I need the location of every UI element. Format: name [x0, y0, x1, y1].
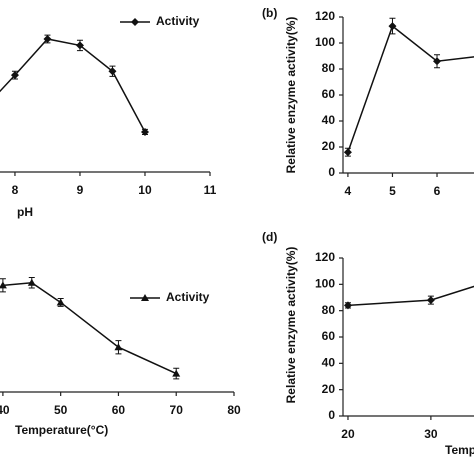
- data-line: [347, 24, 474, 153]
- x-tick-label: 70: [170, 403, 184, 417]
- x-tick-label: 9: [77, 183, 84, 197]
- x-tick-label: 80: [227, 403, 241, 417]
- y-tick-label: 120: [315, 9, 335, 23]
- x-tick-label: 60: [112, 403, 126, 417]
- marker: [56, 298, 65, 306]
- marker: [108, 67, 117, 76]
- plot-area: [343, 17, 474, 157]
- marker: [172, 369, 181, 377]
- x-tick-label: 30: [424, 427, 438, 441]
- y-axis-label: Relative enzyme activity(%): [284, 17, 298, 174]
- marker: [75, 41, 84, 50]
- y-tick-label: 100: [315, 35, 335, 49]
- marker: [433, 57, 442, 66]
- y-tick-label: 40: [322, 356, 336, 370]
- x-tick-label: 40: [0, 403, 10, 417]
- marker: [27, 278, 36, 286]
- y-tick-label: 80: [322, 303, 336, 317]
- x-tick-label: 8: [12, 183, 19, 197]
- marker: [343, 301, 352, 310]
- marker: [426, 296, 435, 305]
- x-tick-label: 11: [204, 183, 217, 197]
- x-tick-label: 4: [345, 184, 352, 198]
- x-axis-label: Temperature(°C): [15, 423, 108, 437]
- x-tick-label: 10: [138, 183, 152, 197]
- y-tick-label: 20: [322, 139, 336, 153]
- marker: [141, 294, 149, 301]
- x-tick-label: 50: [54, 403, 68, 417]
- y-tick-label: 60: [322, 329, 336, 343]
- y-tick-label: 120: [315, 250, 335, 264]
- y-tick-label: 40: [322, 113, 336, 127]
- legend-label: Activity: [166, 290, 210, 304]
- y-tick-label: 0: [328, 408, 335, 422]
- x-tick-label: 20: [341, 427, 355, 441]
- plot-area: [0, 34, 149, 136]
- x-tick-label: 5: [389, 184, 396, 198]
- data-line: [0, 38, 146, 133]
- legend-label: Activity: [156, 14, 200, 28]
- marker: [0, 281, 7, 289]
- plot-area: [343, 285, 474, 310]
- marker: [140, 127, 149, 136]
- y-tick-label: 60: [322, 87, 336, 101]
- data-line: [347, 285, 474, 307]
- x-axis-label: pH: [17, 205, 33, 219]
- marker: [114, 343, 123, 351]
- y-tick-label: 20: [322, 382, 336, 396]
- y-tick-label: 100: [315, 277, 335, 291]
- y-tick-label: 80: [322, 61, 336, 75]
- marker: [43, 34, 52, 43]
- x-axis-label: Temperature(°C): [445, 443, 474, 457]
- data-line: [2, 281, 177, 375]
- plot-area: [0, 276, 181, 380]
- marker: [131, 18, 139, 26]
- x-tick-label: 6: [434, 184, 441, 198]
- marker: [388, 22, 397, 31]
- marker: [10, 71, 19, 80]
- panel-label: (b): [262, 6, 277, 20]
- y-axis-label: Relative enzyme activity(%): [284, 247, 298, 404]
- y-tick-label: 0: [328, 165, 335, 179]
- panel-label: (d): [262, 230, 277, 244]
- marker: [343, 148, 352, 157]
